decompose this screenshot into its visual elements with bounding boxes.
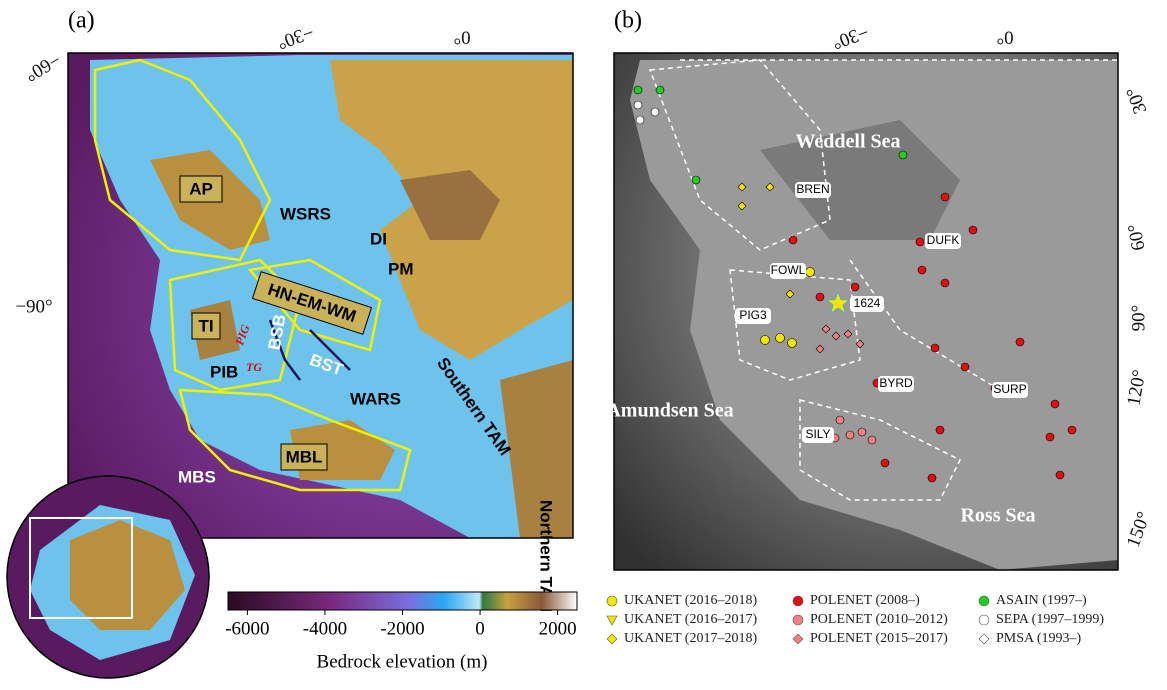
sea-label: Weddell Sea bbox=[795, 131, 900, 153]
sea-label: Amundsen Sea bbox=[606, 400, 733, 422]
colorbar-ticks: -6000 -4000 -2000 0 2000 bbox=[225, 610, 576, 639]
colorbar-tick-label: 0 bbox=[475, 618, 485, 639]
legend-label: POLENET (2015–2017) bbox=[810, 631, 948, 646]
legend-label: POLENET (2010–2012) bbox=[810, 612, 948, 627]
region-label: PIB bbox=[210, 362, 238, 381]
graticule-label: 0° bbox=[453, 27, 470, 48]
region-label: DI bbox=[370, 229, 387, 248]
graticule-label: 150° bbox=[1123, 509, 1155, 550]
station-label: BYRD bbox=[879, 376, 913, 390]
figure: AP WSRS DI PM HN-EM-WM TI PIG BSB BST PI… bbox=[0, 0, 1167, 685]
legend-marker bbox=[979, 615, 989, 625]
graticule-label: 30° bbox=[1123, 84, 1152, 116]
station-label: SURP bbox=[993, 382, 1026, 396]
graticule-label: −60° bbox=[21, 49, 64, 86]
station-label: DUFK bbox=[927, 233, 960, 247]
panel-label: (a) bbox=[68, 8, 95, 34]
graticule-label: 90° bbox=[1128, 305, 1149, 332]
legend-marker bbox=[793, 596, 803, 606]
legend-label: ASAIN (1997–) bbox=[996, 593, 1087, 608]
region-label: WSRS bbox=[280, 204, 331, 223]
region-label: TG bbox=[246, 360, 262, 374]
region-label: MBS bbox=[178, 467, 216, 486]
legend-label: UKANET (2016–2017) bbox=[624, 612, 757, 627]
inset-globe bbox=[7, 476, 209, 678]
colorbar-tick-label: -6000 bbox=[225, 618, 269, 639]
graticule-label: 0° bbox=[996, 27, 1013, 48]
colorbar-label: Bedrock elevation (m) bbox=[317, 651, 488, 672]
region-label: WARS bbox=[350, 389, 401, 408]
legend-label: POLENET (2008–) bbox=[810, 593, 920, 608]
legend-marker bbox=[979, 596, 989, 606]
station-label: SILY bbox=[805, 427, 830, 441]
colorbar-tick-label: -2000 bbox=[380, 618, 424, 639]
region-label: PM bbox=[388, 259, 414, 278]
legend-marker bbox=[793, 634, 803, 644]
graticule-label: 60° bbox=[1124, 222, 1149, 252]
colorbar-tick-label: -4000 bbox=[303, 618, 347, 639]
graticule-label: 120° bbox=[1123, 368, 1150, 407]
colorbar-tick-label: 2000 bbox=[539, 618, 577, 639]
graticule-label: −30° bbox=[829, 21, 871, 54]
graticule-label: −30° bbox=[274, 21, 316, 54]
station-label: PIG3 bbox=[739, 308, 767, 322]
legend-marker bbox=[607, 616, 617, 625]
station-label: FOWL bbox=[771, 263, 806, 277]
legend: UKANET (2016–2018) UKANET (2016–2017) UKAN… bbox=[607, 593, 1104, 646]
colorbar bbox=[228, 592, 577, 610]
legend-marker bbox=[793, 615, 803, 625]
legend-label: UKANET (2017–2018) bbox=[624, 631, 757, 646]
region-label: MBL bbox=[286, 447, 323, 466]
station-label: BREN bbox=[796, 182, 829, 196]
panel-label: (b) bbox=[614, 8, 642, 34]
region-label: AP bbox=[189, 179, 213, 198]
legend-label: UKANET (2016–2018) bbox=[624, 593, 757, 608]
legend-marker bbox=[607, 596, 617, 606]
legend-marker bbox=[979, 634, 989, 644]
station-label: 1624 bbox=[854, 296, 881, 310]
graticule-label: −90° bbox=[15, 296, 52, 317]
sea-label: Ross Sea bbox=[960, 505, 1035, 527]
region-label: TI bbox=[198, 316, 213, 335]
legend-label: SEPA (1997–1999) bbox=[996, 612, 1104, 627]
legend-label: PMSA (1993–) bbox=[996, 631, 1082, 646]
legend-marker bbox=[607, 634, 617, 644]
